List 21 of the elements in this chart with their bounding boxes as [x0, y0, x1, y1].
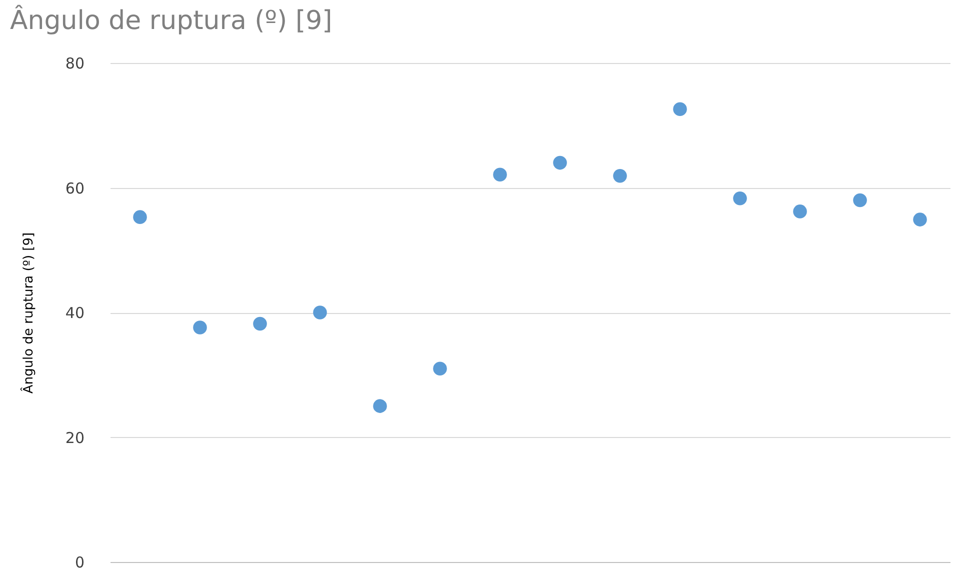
y-tick-label: 60 [65, 179, 84, 198]
point [253, 316, 267, 331]
point [913, 212, 927, 226]
y-tick-label: 80 [65, 54, 84, 72]
point [733, 191, 747, 206]
y-tick-label: 40 [65, 304, 84, 322]
point [433, 362, 447, 376]
chart-title: Ângulo de ruptura (º) [9] [10, 4, 332, 36]
point [853, 193, 867, 208]
point [673, 102, 687, 116]
point [793, 204, 807, 218]
point [373, 399, 387, 413]
point [493, 168, 507, 182]
point [553, 156, 567, 170]
point [613, 169, 627, 183]
y-tick-label: 20 [65, 428, 84, 447]
point [313, 306, 327, 320]
y-axis-title: Ângulo de ruptura (º) [9] [19, 232, 36, 394]
y-tick-label: 0 [74, 554, 84, 572]
point [193, 320, 207, 334]
point [133, 210, 147, 224]
